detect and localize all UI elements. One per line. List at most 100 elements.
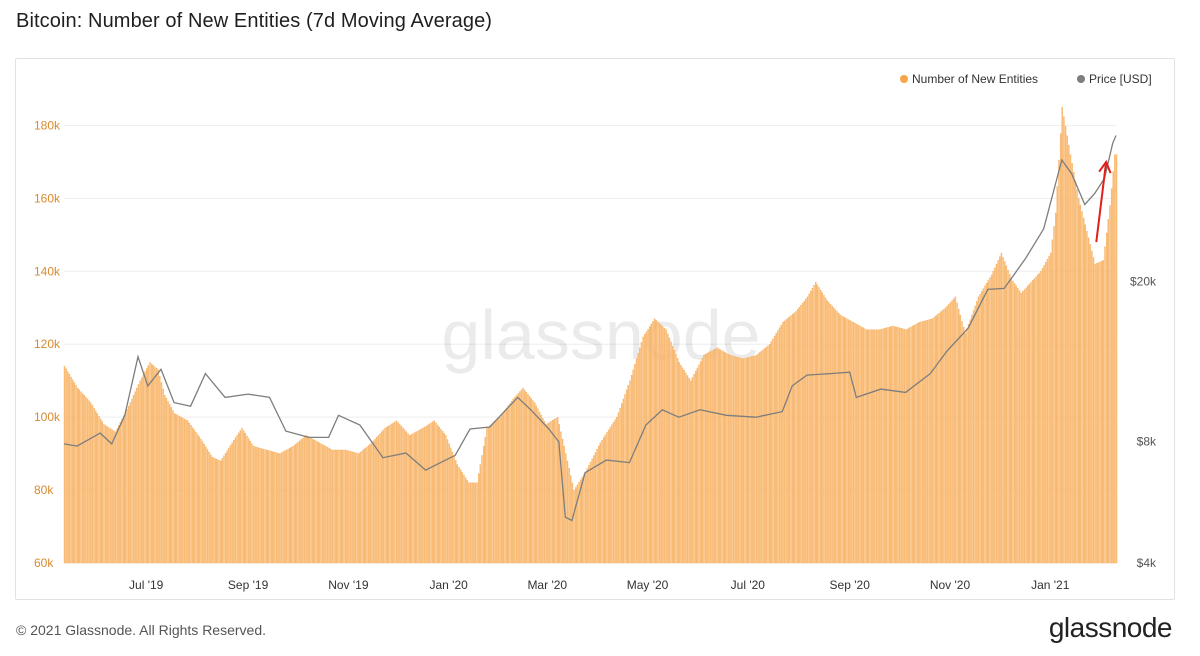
entity-bar: [1018, 290, 1021, 564]
entity-bar: [404, 429, 406, 564]
entity-bar: [507, 405, 510, 564]
entity-bar: [609, 427, 611, 564]
entity-bar: [892, 325, 894, 564]
entity-bar: [1025, 287, 1027, 564]
entity-bar: [777, 330, 779, 564]
entity-bar: [484, 437, 486, 564]
entity-bar: [842, 316, 845, 564]
entity-bar: [389, 424, 391, 564]
entity-bar: [527, 394, 529, 564]
entity-bar: [155, 368, 158, 564]
entity-bar: [512, 398, 514, 564]
copyright-text: © 2021 Glassnode. All Rights Reserved.: [16, 622, 267, 638]
entity-bar: [1005, 265, 1008, 564]
entity-bar: [529, 396, 531, 564]
entity-bar: [183, 418, 186, 564]
entity-bar: [310, 437, 312, 564]
entity-bar: [750, 356, 753, 564]
entity-bar: [653, 318, 656, 564]
entity-bar: [1114, 154, 1116, 564]
entity-bar: [86, 398, 89, 564]
entity-bar: [893, 326, 896, 564]
entity-bar: [1107, 219, 1109, 564]
entity-bar: [272, 451, 274, 564]
entity-bar: [1096, 263, 1098, 564]
entity-bar: [356, 452, 358, 564]
entity-bar: [961, 320, 963, 564]
entity-bar: [502, 412, 505, 564]
entity-bar: [106, 426, 108, 564]
entity-bar: [206, 449, 209, 564]
entity-bar: [236, 435, 238, 564]
entity-bar: [114, 431, 117, 564]
entity-bar: [382, 429, 385, 564]
entity-bar: [81, 393, 84, 564]
entity-bar: [854, 323, 856, 564]
entity-bar: [1048, 255, 1050, 564]
entity-bar: [862, 327, 865, 564]
entity-bar: [172, 410, 174, 564]
entity-bar: [918, 322, 920, 564]
entity-bar: [884, 328, 886, 564]
entity-bar: [658, 323, 661, 564]
annotation-arrow: [1095, 159, 1112, 243]
entity-bar: [1017, 288, 1019, 564]
entity-bar: [96, 413, 99, 564]
left-axis-tick-label: 100k: [34, 410, 61, 424]
entity-bar: [104, 425, 107, 564]
entity-bar: [1076, 189, 1078, 564]
entity-bar: [606, 432, 608, 564]
entity-bar: [880, 329, 883, 564]
entity-bar: [519, 391, 521, 564]
x-axis-tick-label: Sep '19: [228, 578, 269, 592]
entity-bar: [455, 460, 457, 564]
entity-bar: [545, 424, 547, 564]
entity-bar: [514, 396, 516, 564]
entity-bar: [635, 358, 638, 564]
entity-bar: [900, 328, 902, 564]
entity-bar: [768, 344, 771, 564]
entity-bar: [667, 333, 669, 564]
entity-bar: [552, 420, 554, 564]
entity-bar: [742, 358, 745, 564]
entity-bar: [124, 412, 127, 564]
legend-marker-entities: [900, 75, 908, 83]
entity-bar: [693, 374, 695, 564]
entity-bar: [944, 307, 947, 564]
entity-bar: [80, 391, 82, 564]
entity-bar: [162, 388, 164, 564]
entity-bar: [377, 435, 380, 564]
entity-bar: [732, 355, 735, 564]
entity-bar: [778, 327, 781, 564]
entity-bar: [1012, 280, 1014, 564]
entity-bar: [201, 441, 204, 564]
entity-bar: [469, 482, 472, 564]
entity-bar: [392, 422, 394, 564]
entity-bar: [772, 338, 774, 564]
entity-bar: [72, 379, 74, 564]
entity-bar: [438, 426, 440, 564]
entity-bar: [548, 422, 551, 564]
entity-bar: [839, 314, 842, 564]
entity-bar: [1022, 291, 1024, 564]
entity-bar: [622, 398, 625, 564]
entity-bar: [280, 452, 283, 564]
entity-bar: [967, 324, 970, 564]
entity-bar: [696, 367, 699, 564]
entity-bar: [714, 348, 717, 564]
entity-bar: [146, 368, 148, 564]
entity-bar: [532, 400, 534, 564]
entity-bar: [333, 449, 335, 564]
entity-bar: [616, 416, 618, 564]
entity-bar: [270, 451, 273, 564]
entity-bar: [731, 355, 733, 564]
entity-bar: [875, 329, 878, 564]
entity-bar: [819, 289, 822, 564]
entity-bar: [459, 469, 462, 564]
entity-bar: [792, 313, 794, 564]
entity-bar: [177, 415, 179, 564]
entity-bar: [468, 482, 470, 564]
entity-bar: [289, 447, 291, 564]
entity-bar: [1013, 283, 1016, 564]
entity-bar: [132, 395, 135, 564]
